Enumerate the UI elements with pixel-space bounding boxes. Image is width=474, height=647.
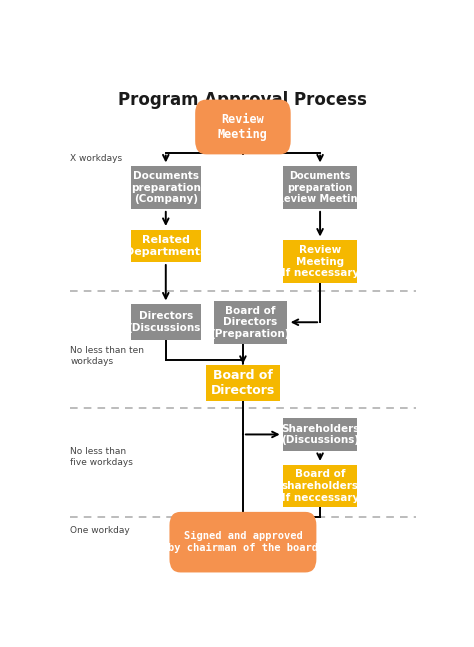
Text: Board of
Directors: Board of Directors [211,369,275,397]
FancyBboxPatch shape [283,465,357,507]
Text: Review
Meeting: Review Meeting [218,113,268,141]
Text: Directors
(Discussions): Directors (Discussions) [127,311,205,333]
FancyBboxPatch shape [169,512,316,573]
Text: No less than ten
workdays: No less than ten workdays [70,346,144,366]
Text: One workday: One workday [70,527,130,536]
Text: Related
Departments: Related Departments [125,235,207,257]
FancyBboxPatch shape [206,365,280,400]
Text: Board of
Directors
(Preparation): Board of Directors (Preparation) [210,305,290,339]
FancyBboxPatch shape [213,301,287,344]
Text: No less than
five workdays: No less than five workdays [70,447,133,466]
FancyBboxPatch shape [131,230,201,262]
Text: X workdays: X workdays [70,154,122,163]
Text: Shareholders
(Discussions): Shareholders (Discussions) [281,424,359,445]
Text: Signed and approved
by chairman of the board: Signed and approved by chairman of the b… [168,531,318,553]
Text: Review
Meeting
(If neccessary): Review Meeting (If neccessary) [276,245,364,278]
FancyBboxPatch shape [131,166,201,209]
FancyBboxPatch shape [283,240,357,283]
Text: Program Approval Process: Program Approval Process [118,91,367,109]
Text: Board of
shareholders
(If neccessary): Board of shareholders (If neccessary) [276,470,364,503]
Text: Documents
preparation
(Company): Documents preparation (Company) [131,171,201,204]
FancyBboxPatch shape [283,166,357,209]
Text: Documents
preparation
(Review Meeting): Documents preparation (Review Meeting) [272,171,369,204]
FancyBboxPatch shape [195,100,291,155]
FancyBboxPatch shape [283,417,357,452]
FancyBboxPatch shape [131,304,201,340]
